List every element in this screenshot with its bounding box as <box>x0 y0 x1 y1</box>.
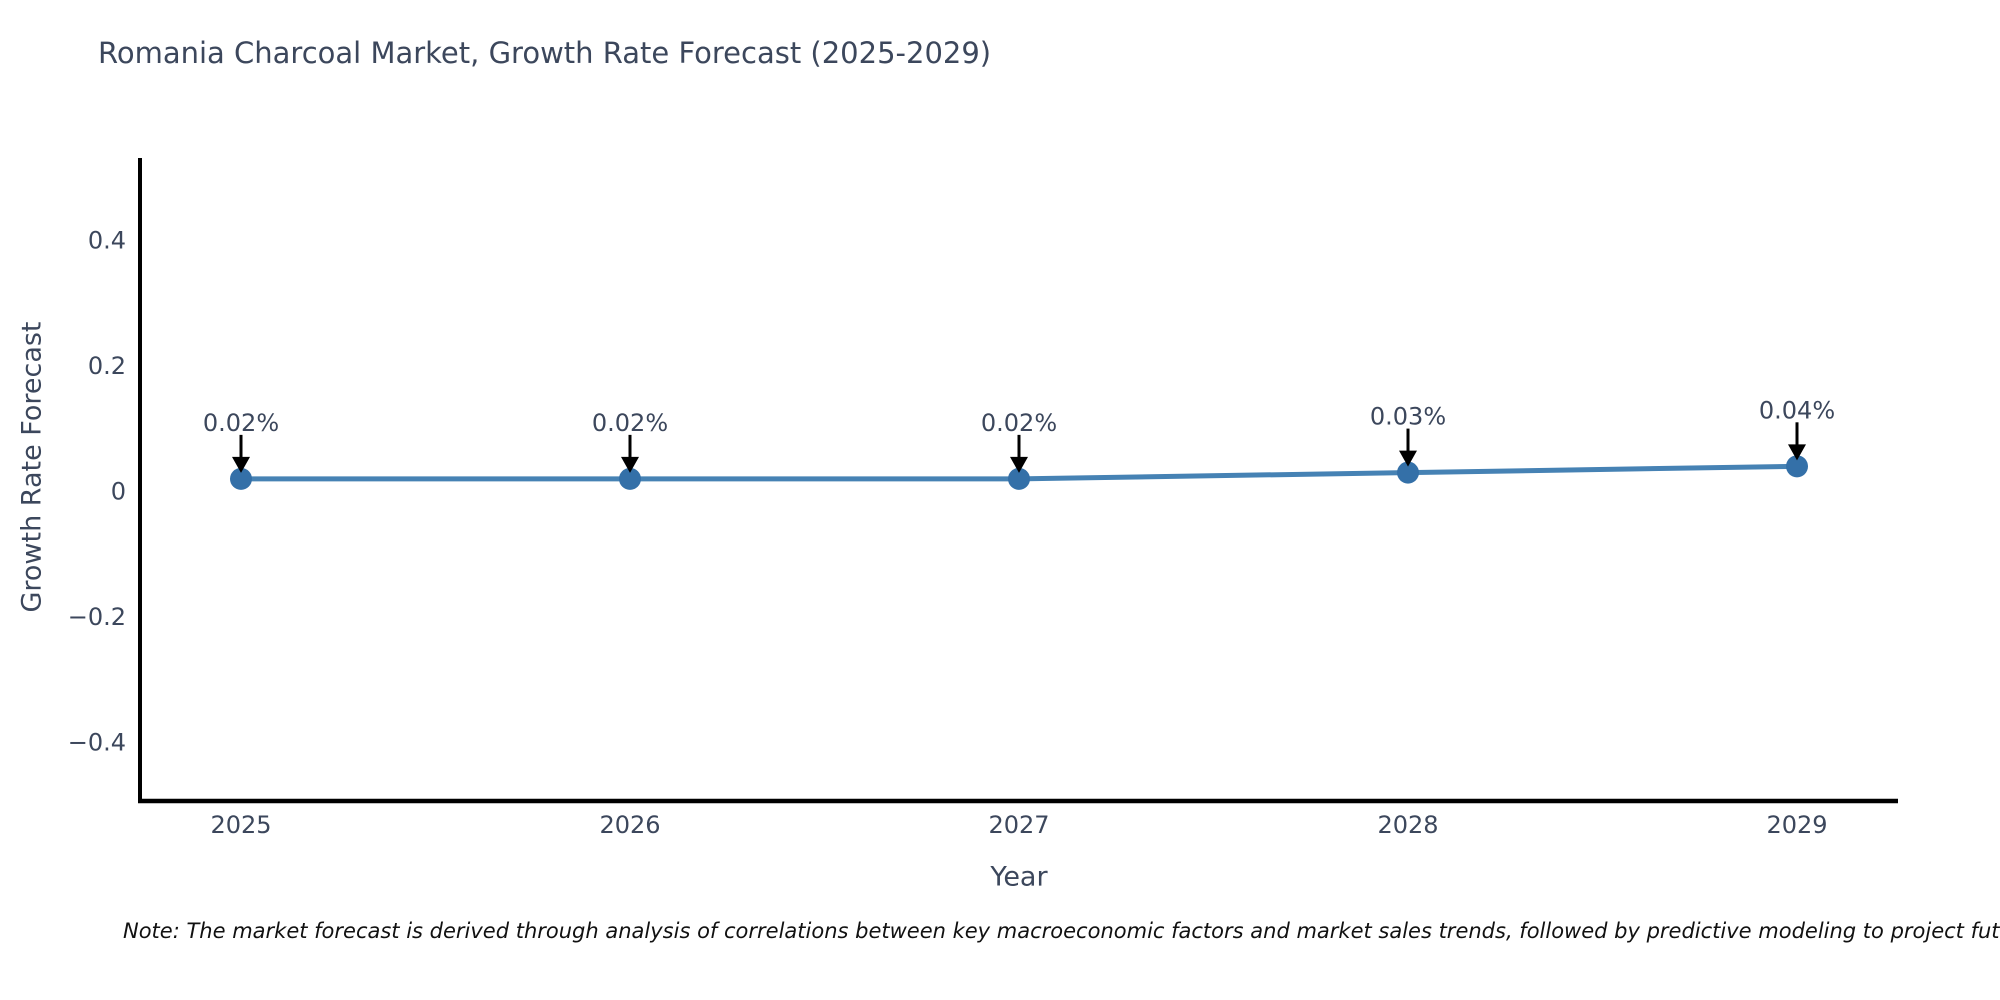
annotation-arrow-head-icon <box>1010 456 1028 473</box>
x-tick-label: 2028 <box>1377 811 1438 839</box>
data-point-marker <box>619 467 641 490</box>
data-point-marker <box>1786 455 1808 478</box>
data-point-label: 0.03% <box>1370 403 1446 431</box>
data-point-marker <box>1397 461 1419 484</box>
x-tick-label: 2027 <box>988 811 1049 839</box>
y-tick-label: −0.4 <box>68 729 126 757</box>
y-tick-label: 0.4 <box>88 226 126 254</box>
annotation-arrow-head-icon <box>621 456 639 473</box>
x-tick-label: 2026 <box>599 811 660 839</box>
annotation-arrow-head-icon <box>232 456 250 473</box>
data-point-label: 0.04% <box>1759 396 1835 424</box>
x-tick-label: 2025 <box>210 811 271 839</box>
annotation-arrow-head-icon <box>1399 450 1417 467</box>
footnote: Note: The market forecast is derived thr… <box>123 919 2000 943</box>
annotation-arrow-head-icon <box>1788 444 1806 461</box>
chart-title: Romania Charcoal Market, Growth Rate For… <box>98 36 992 70</box>
data-point-label: 0.02% <box>592 409 668 437</box>
data-point-label: 0.02% <box>981 409 1057 437</box>
y-tick-label: −0.2 <box>68 603 126 631</box>
x-axis-title: Year <box>990 861 1048 893</box>
x-tick-label: 2029 <box>1766 811 1827 839</box>
data-point-marker <box>230 467 252 490</box>
data-point-label: 0.02% <box>203 409 279 437</box>
y-tick-label: 0 <box>111 477 126 505</box>
y-tick-label: 0.2 <box>88 352 126 380</box>
data-point-marker <box>1008 467 1030 490</box>
